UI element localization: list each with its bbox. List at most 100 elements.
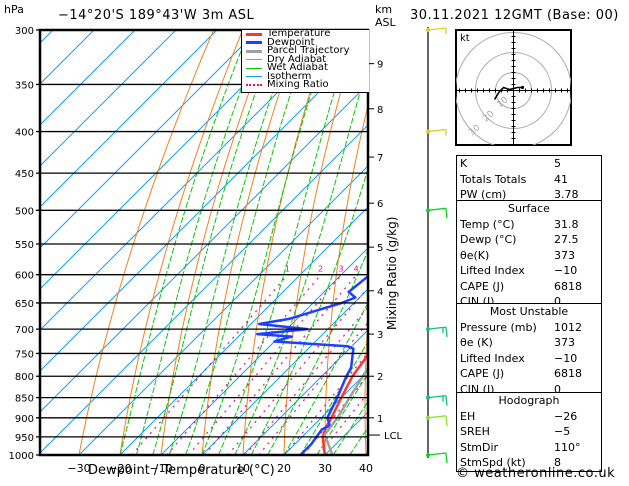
pressure-unit-label: hPa bbox=[4, 3, 24, 16]
wind-barb-shaft bbox=[427, 207, 447, 211]
legend-swatch bbox=[246, 76, 262, 78]
table-row: Pressure (mb) 1012 bbox=[457, 320, 601, 336]
row-value: 373 bbox=[554, 336, 575, 349]
wind-barb-shaft bbox=[427, 452, 447, 456]
legend-item: Isotherm bbox=[242, 70, 369, 82]
wind-barb-flag bbox=[445, 208, 448, 219]
table-header: Surface bbox=[508, 202, 550, 215]
row-value: 6818 bbox=[554, 367, 582, 380]
legend-swatch bbox=[246, 67, 262, 69]
wind-barb-flag bbox=[445, 415, 448, 426]
x-tick-label: 10 bbox=[236, 462, 250, 475]
legend-label: Dewpoint bbox=[267, 36, 315, 48]
wet-adiabat-line bbox=[250, 166, 368, 455]
isotherm-line bbox=[40, 30, 177, 167]
row-label: Lifted Index bbox=[460, 351, 525, 365]
legend: Temperature Dewpoint Parcel Trajectory Dry … bbox=[241, 29, 369, 93]
mixing-ratio-label: 15 bbox=[429, 265, 439, 274]
dry-adiabat-line bbox=[614, 30, 629, 455]
plot-frame bbox=[38, 28, 370, 457]
pressure-tick-label: 350 bbox=[15, 80, 34, 91]
table-row: StmSpd (kt) 8 bbox=[457, 455, 601, 471]
table-row: Lifted Index −10 bbox=[457, 263, 601, 279]
row-label: Dewp (°C) bbox=[460, 233, 517, 246]
height-tick-label: 7 bbox=[377, 153, 383, 164]
table-row: Lifted Index −10 bbox=[457, 351, 601, 367]
wet-adiabat-line bbox=[299, 340, 368, 455]
dry-adiabat-line bbox=[160, 30, 273, 455]
row-value: 0 bbox=[554, 295, 561, 308]
x-tick-label: −20 bbox=[108, 462, 131, 475]
legend-item: Parcel Trajectory bbox=[242, 46, 369, 56]
x-tick-label: 20 bbox=[277, 462, 291, 475]
mixing-ratio-label: 10 bbox=[405, 265, 415, 274]
datetime-title: 30.11.2021 12GMT (Base: 00) bbox=[410, 8, 619, 23]
height-tick-label: 6 bbox=[377, 199, 383, 210]
row-value: 3.78 bbox=[554, 188, 579, 201]
row-label: SREH bbox=[460, 425, 490, 438]
wind-barb bbox=[427, 207, 448, 219]
pressure-tick-label: 600 bbox=[15, 271, 34, 282]
mixing-ratio-line bbox=[284, 351, 368, 455]
wind-barb-shaft bbox=[427, 27, 447, 31]
isotherm-line bbox=[78, 165, 368, 455]
row-label: PW (cm) bbox=[460, 188, 507, 201]
wind-barb bbox=[427, 452, 448, 464]
mixing-ratio-label: 6 bbox=[376, 265, 381, 274]
table-row: StmDir 110° bbox=[457, 440, 601, 456]
pressure-tick-label: 900 bbox=[15, 414, 34, 425]
x-tick-label: −30 bbox=[67, 462, 90, 475]
wet-adiabat-line bbox=[332, 400, 368, 455]
legend-label: Isotherm bbox=[267, 70, 312, 82]
isotherm-line bbox=[40, 42, 368, 372]
table-row: Totals Totals 41 bbox=[457, 172, 601, 188]
wind-barb-shaft bbox=[427, 415, 447, 419]
height-tick-label: 3 bbox=[377, 330, 383, 341]
x-tick-label: 0 bbox=[199, 462, 206, 475]
legend-item: Dry Adiabat bbox=[242, 54, 369, 65]
copyright-footer[interactable]: © weatheronline.co.uk bbox=[456, 466, 616, 481]
wind-barb-flag bbox=[445, 327, 448, 338]
legend-swatch bbox=[246, 59, 262, 61]
height-tick-label: 2 bbox=[377, 372, 383, 383]
wet-adiabat-line bbox=[201, 30, 332, 455]
wind-barb-shaft bbox=[427, 128, 447, 133]
table-row: θe(K) 373 bbox=[457, 248, 601, 264]
dry-adiabat-line bbox=[364, 312, 368, 455]
series-parcel-trajectory-line bbox=[323, 365, 368, 455]
height-tick-label: 8 bbox=[377, 105, 383, 116]
row-label: θe (K) bbox=[460, 336, 493, 349]
height-tick-label: 9 bbox=[377, 60, 383, 71]
mixing-ratio-line bbox=[244, 306, 368, 455]
dry-adiabat-line bbox=[404, 30, 446, 455]
wind-barb-flag bbox=[445, 452, 448, 464]
table-row: θe (K) 373 bbox=[457, 335, 601, 351]
row-value: 110° bbox=[554, 440, 581, 454]
legend-label: Mixing Ratio bbox=[267, 79, 329, 90]
indices-table: K 5 Totals Totals 41 PW (cm) 3.78 bbox=[456, 155, 602, 204]
wet-adiabat-line bbox=[316, 372, 368, 455]
x-tick-label: 40 bbox=[359, 462, 373, 475]
pressure-tick-label: 700 bbox=[15, 325, 34, 336]
row-label: Totals Totals bbox=[460, 172, 527, 186]
mixing-ratio-axis-label: Mixing Ratio (g/kg) bbox=[385, 216, 399, 330]
wet-adiabat-line bbox=[152, 30, 279, 455]
mixing-ratio-label: 1 bbox=[285, 265, 290, 274]
wind-barb bbox=[427, 394, 448, 406]
isotherm-line bbox=[40, 30, 136, 126]
row-value: 27.5 bbox=[554, 233, 579, 246]
legend-swatch bbox=[246, 41, 262, 45]
row-value: 31.8 bbox=[554, 217, 579, 231]
table-row: EH −26 bbox=[457, 409, 601, 425]
pressure-tick-label: 550 bbox=[15, 240, 34, 251]
legend-swatch bbox=[246, 32, 262, 36]
row-label: Lifted Index bbox=[460, 264, 525, 277]
isotherm-line bbox=[40, 30, 259, 249]
table-row: CAPE (J) 6818 bbox=[457, 366, 601, 382]
legend-swatch bbox=[246, 84, 262, 87]
row-label: K bbox=[460, 157, 468, 170]
row-value: 373 bbox=[554, 248, 575, 262]
isotherm-line bbox=[40, 30, 218, 208]
wind-barb-flag bbox=[445, 395, 448, 406]
